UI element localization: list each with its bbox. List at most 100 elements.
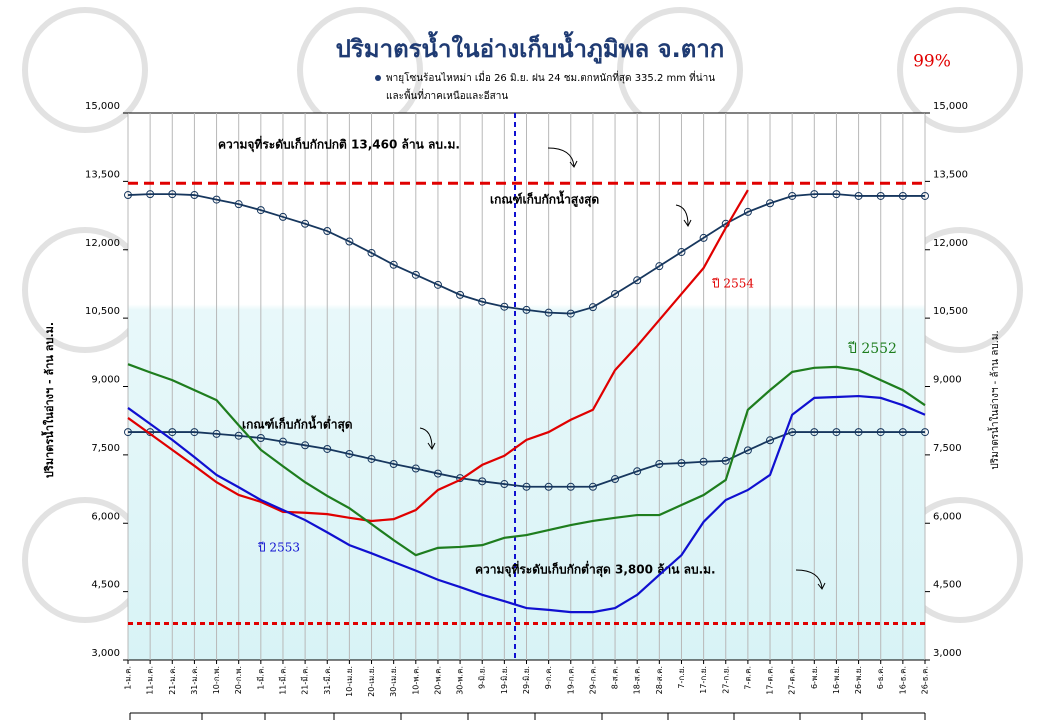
point (898, 191, 907, 200)
bottom-table (129, 712, 926, 720)
y2-tick-label: 6,000 (933, 511, 962, 522)
x-tick-label: 8-ส.ค. (611, 666, 620, 689)
y2-axis-title: ปริมาตรน้ำในอ่างฯ - ล้าน ลบ.ม. (987, 330, 1001, 469)
point (301, 441, 310, 450)
x-tick-label: 29-ก.ค. (588, 666, 597, 694)
point (301, 219, 310, 228)
y2-tick-label: 12,000 (933, 238, 968, 249)
y2-tick-label: 3,000 (933, 648, 962, 659)
point (633, 276, 642, 285)
point (655, 262, 664, 271)
x-tick-label: 16-พ.ย. (832, 666, 841, 694)
chart-title: ปริมาตรน้ำในอ่างเก็บน้ำภูมิพล จ.ตาก (336, 30, 725, 64)
point (544, 308, 553, 317)
y-tick-label: 15,000 (85, 101, 120, 112)
subtitle: พายุโซนร้อนไหหม่า เมื่อ 26 มิ.ย. ฝน 24 ช… (386, 70, 715, 84)
point (721, 456, 730, 465)
point (345, 237, 354, 246)
y-tick-label: 10,500 (85, 306, 120, 317)
y2-tick-label: 13,500 (933, 169, 968, 180)
x-tick-label: 30-เม.ย. (389, 666, 398, 697)
point (345, 449, 354, 458)
point (921, 191, 929, 200)
x-tick-label: 19-มิ.ย. (500, 666, 509, 694)
point (766, 436, 775, 445)
point (832, 428, 841, 437)
point (367, 454, 376, 463)
x-tick-label: 20-เม.ย. (367, 666, 376, 697)
x-tick-label: 19-ก.ค. (566, 666, 575, 694)
x-tick-label: 29-มิ.ย. (522, 666, 531, 694)
series-line (128, 431, 925, 488)
point (699, 233, 708, 242)
reference-label: ความจุที่ระดับเก็บกักปกติ 13,460 ล้าน ลบ… (218, 136, 460, 153)
series-label: เกณฑ์เก็บกักน้ำต่ำสุด (242, 415, 353, 433)
x-tick-label: 27-ต.ค. (788, 666, 797, 695)
point (788, 428, 797, 437)
x-tick-label: 16-ธ.ค. (898, 666, 907, 694)
x-tick-label: 20-ก.พ. (234, 666, 243, 694)
point (168, 428, 177, 437)
point (500, 480, 509, 489)
point (389, 459, 398, 468)
point (677, 248, 686, 257)
x-tick-label: 1-มี.ค. (256, 666, 265, 690)
point (500, 302, 509, 311)
y2-tick-label: 10,500 (933, 306, 968, 317)
y-tick-label: 9,000 (91, 375, 120, 386)
point (433, 280, 442, 289)
point (611, 475, 620, 484)
y-tick-label: 7,500 (91, 443, 120, 454)
point (611, 289, 620, 298)
point (788, 191, 797, 200)
point (256, 206, 265, 215)
point (921, 428, 929, 437)
point (478, 297, 487, 306)
percent-label: 99% (913, 52, 951, 72)
x-tick-label: 10-เม.ย. (345, 666, 354, 697)
point (190, 191, 199, 200)
point (566, 482, 575, 491)
point (854, 191, 863, 200)
x-tick-label: 28-ส.ค. (655, 666, 664, 694)
point (212, 195, 221, 204)
point (810, 190, 819, 199)
point (323, 444, 332, 453)
subtitle: และพื้นที่ภาคเหนือและอีสาน (386, 88, 508, 102)
x-tick-label: 9-ก.ค. (544, 666, 553, 689)
point (234, 200, 243, 209)
series-label: เกณฑ์เก็บกักน้ำสูงสุด (490, 190, 599, 208)
x-tick-label: 17-ต.ค. (766, 666, 775, 695)
point (234, 431, 243, 440)
y-tick-label: 12,000 (85, 238, 120, 249)
point (743, 446, 752, 455)
point (633, 467, 642, 476)
point (168, 190, 177, 199)
x-tick-label: 30-พ.ค. (456, 666, 465, 695)
point (677, 459, 686, 468)
point (146, 190, 155, 199)
x-tick-label: 11-มี.ค. (278, 666, 287, 695)
point (522, 305, 531, 314)
arrow (675, 204, 692, 227)
point (256, 434, 265, 443)
x-tick-label: 17-ก.ย. (699, 666, 708, 694)
point (832, 190, 841, 199)
point (588, 482, 597, 491)
point (876, 191, 885, 200)
point (854, 428, 863, 437)
y2-tick-label: 7,500 (933, 443, 962, 454)
point (433, 469, 442, 478)
point (522, 482, 531, 491)
point (478, 477, 487, 486)
x-tick-label: 1-ม.ค. (124, 666, 133, 690)
point (876, 428, 885, 437)
y-tick-label: 3,000 (91, 648, 120, 659)
x-tick-label: 21-ม.ค. (168, 666, 177, 695)
y-tick-label: 6,000 (91, 511, 120, 522)
x-tick-label: 31-ม.ค. (190, 666, 199, 695)
point (566, 309, 575, 318)
x-tick-label: 31-มี.ค. (323, 666, 332, 695)
series-line (127, 394, 926, 614)
